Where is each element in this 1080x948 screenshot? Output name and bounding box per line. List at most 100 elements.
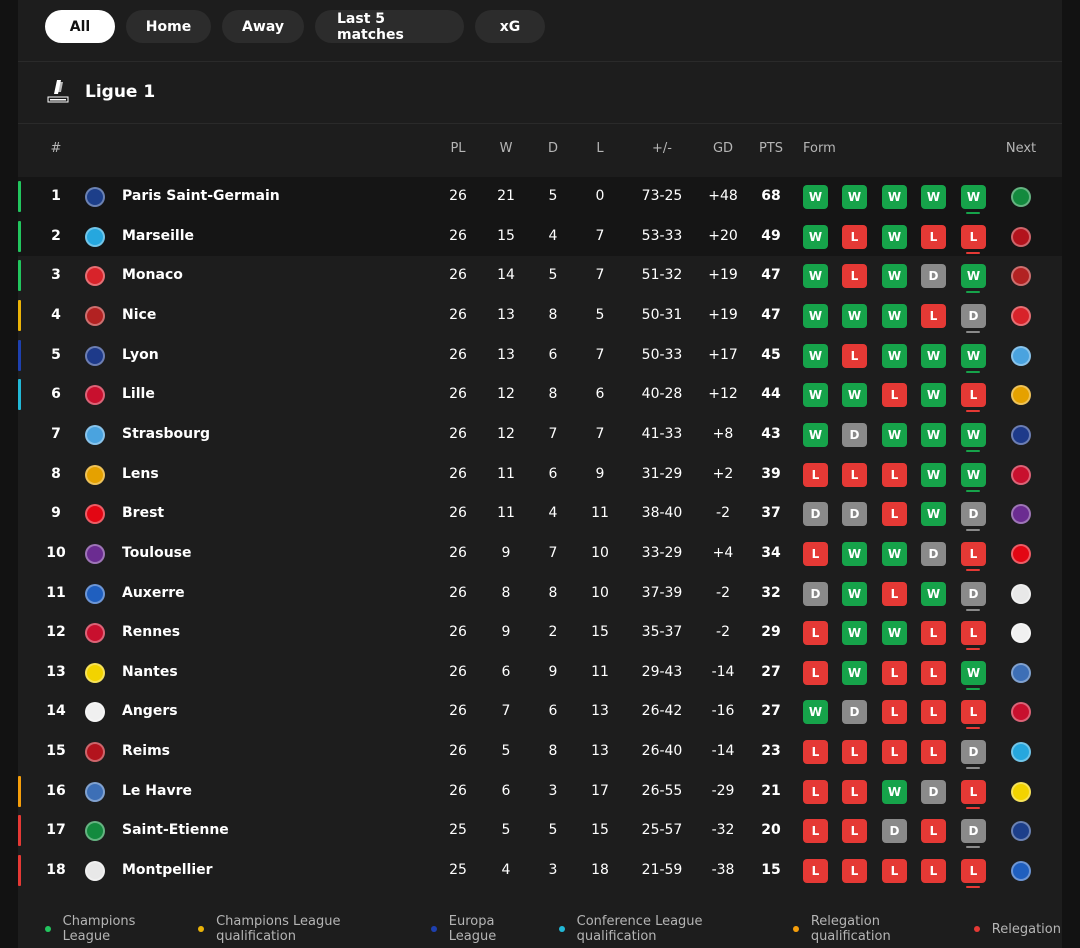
filter-all[interactable]: All [45, 10, 115, 43]
table-row[interactable]: 5 Lyon 26 13 6 7 50-33 +17 45 W L W W W [18, 336, 1062, 376]
form-result-badge[interactable]: L [882, 383, 907, 408]
team-name[interactable]: Nice [122, 306, 157, 323]
form-result-badge[interactable]: W [921, 185, 946, 209]
table-row[interactable]: 11 Auxerre 26 8 8 10 37-39 -2 32 D W L W D [18, 574, 1062, 614]
form-result-badge[interactable]: W [842, 660, 867, 685]
form-result-badge[interactable]: L [921, 224, 946, 249]
form-result-badge[interactable]: L [921, 740, 946, 765]
form-result-badge[interactable]: L [803, 859, 828, 884]
form-result-badge[interactable]: W [961, 422, 986, 447]
form-result-badge[interactable]: W [842, 383, 867, 408]
form-result-badge[interactable]: W [803, 264, 828, 289]
team-name[interactable]: Saint-Etienne [122, 822, 229, 839]
form-result-badge[interactable]: D [842, 700, 867, 725]
team-name[interactable]: Montpellier [122, 862, 213, 879]
form-result-badge[interactable]: W [961, 462, 986, 487]
next-opponent-crest-icon[interactable] [1011, 385, 1031, 406]
table-row[interactable]: 4 Nice 26 13 8 5 50-31 +19 47 W W W L D [18, 296, 1062, 336]
form-result-badge[interactable]: W [882, 264, 907, 289]
form-result-badge[interactable]: W [921, 581, 946, 606]
team-name[interactable]: Brest [122, 505, 165, 522]
form-result-badge[interactable]: L [961, 224, 986, 249]
form-result-badge[interactable]: D [842, 422, 867, 447]
form-result-badge[interactable]: L [803, 621, 828, 646]
form-result-badge[interactable]: L [961, 779, 986, 804]
next-opponent-crest-icon[interactable] [1011, 187, 1031, 207]
form-result-badge[interactable]: W [842, 621, 867, 646]
form-result-badge[interactable]: L [921, 700, 946, 725]
form-result-badge[interactable]: L [803, 660, 828, 685]
next-opponent-crest-icon[interactable] [1011, 742, 1031, 763]
form-result-badge[interactable]: W [842, 185, 867, 209]
form-result-badge[interactable]: W [882, 541, 907, 566]
team-name[interactable]: Monaco [122, 267, 183, 284]
form-result-badge[interactable]: W [803, 185, 828, 209]
form-result-badge[interactable]: L [842, 224, 867, 249]
next-opponent-crest-icon[interactable] [1011, 543, 1031, 564]
next-opponent-crest-icon[interactable] [1011, 583, 1031, 604]
form-result-badge[interactable]: L [842, 462, 867, 487]
form-result-badge[interactable]: L [921, 819, 946, 844]
next-opponent-crest-icon[interactable] [1011, 702, 1031, 723]
form-result-badge[interactable]: W [842, 581, 867, 606]
form-result-badge[interactable]: D [961, 303, 986, 328]
table-row[interactable]: 16 Le Havre 26 6 3 17 26-55 -29 21 L L W D L [18, 772, 1062, 812]
form-result-badge[interactable]: W [961, 343, 986, 368]
form-result-badge[interactable]: L [882, 700, 907, 725]
form-result-badge[interactable]: L [882, 462, 907, 487]
table-row[interactable]: 17 Saint-Etienne 25 5 5 15 25-57 -32 20 L L D L D [18, 811, 1062, 851]
form-result-badge[interactable]: L [882, 581, 907, 606]
form-result-badge[interactable]: W [842, 541, 867, 566]
table-row[interactable]: 10 Toulouse 26 9 7 10 33-29 +4 34 L W W D L [18, 534, 1062, 574]
table-row[interactable]: 14 Angers 26 7 6 13 26-42 -16 27 W D L L L [18, 692, 1062, 732]
form-result-badge[interactable]: D [961, 819, 986, 844]
form-result-badge[interactable]: W [921, 502, 946, 527]
form-result-badge[interactable]: L [921, 303, 946, 328]
form-result-badge[interactable]: L [961, 859, 986, 884]
filter-home[interactable]: Home [126, 10, 211, 43]
table-row[interactable]: 1 Paris Saint-Germain 26 21 5 0 73-25 +48 68 W W W W… [18, 177, 1062, 217]
form-result-badge[interactable]: D [961, 581, 986, 606]
next-opponent-crest-icon[interactable] [1011, 464, 1031, 485]
form-result-badge[interactable]: L [803, 819, 828, 844]
next-opponent-crest-icon[interactable] [1011, 266, 1031, 287]
form-result-badge[interactable]: W [882, 224, 907, 249]
form-result-badge[interactable]: L [842, 740, 867, 765]
team-name[interactable]: Nantes [122, 663, 178, 680]
team-name[interactable]: Le Havre [122, 782, 192, 799]
form-result-badge[interactable]: D [961, 502, 986, 527]
next-opponent-crest-icon[interactable] [1011, 623, 1031, 644]
team-name[interactable]: Paris Saint-Germain [122, 188, 280, 204]
filter-away[interactable]: Away [222, 10, 304, 43]
next-opponent-crest-icon[interactable] [1011, 781, 1031, 802]
table-row[interactable]: 9 Brest 26 11 4 11 38-40 -2 37 D D L W D [18, 494, 1062, 534]
table-row[interactable]: 12 Rennes 26 9 2 15 35-37 -2 29 L W W L L [18, 613, 1062, 653]
form-result-badge[interactable]: L [961, 700, 986, 725]
form-result-badge[interactable]: D [921, 779, 946, 804]
form-result-badge[interactable]: D [921, 541, 946, 566]
form-result-badge[interactable]: D [882, 819, 907, 844]
next-opponent-crest-icon[interactable] [1011, 305, 1031, 326]
form-result-badge[interactable]: W [803, 383, 828, 408]
filter-last-5-matches[interactable]: Last 5 matches [315, 10, 464, 43]
form-result-badge[interactable]: L [803, 779, 828, 804]
team-name[interactable]: Lens [122, 465, 159, 482]
form-result-badge[interactable]: D [803, 502, 828, 527]
form-result-badge[interactable]: W [882, 185, 907, 209]
team-name[interactable]: Rennes [122, 624, 181, 641]
form-result-badge[interactable]: W [921, 383, 946, 408]
form-result-badge[interactable]: W [882, 779, 907, 804]
form-result-badge[interactable]: W [803, 343, 828, 368]
form-result-badge[interactable]: W [803, 700, 828, 725]
form-result-badge[interactable]: L [842, 343, 867, 368]
next-opponent-crest-icon[interactable] [1011, 821, 1031, 842]
form-result-badge[interactable]: D [961, 740, 986, 765]
form-result-badge[interactable]: W [882, 621, 907, 646]
next-opponent-crest-icon[interactable] [1011, 345, 1031, 366]
team-name[interactable]: Marseille [122, 227, 195, 244]
team-name[interactable]: Reims [122, 743, 170, 760]
form-result-badge[interactable]: L [842, 859, 867, 884]
form-result-badge[interactable]: W [921, 343, 946, 368]
next-opponent-crest-icon[interactable] [1011, 504, 1031, 525]
form-result-badge[interactable]: D [803, 581, 828, 606]
